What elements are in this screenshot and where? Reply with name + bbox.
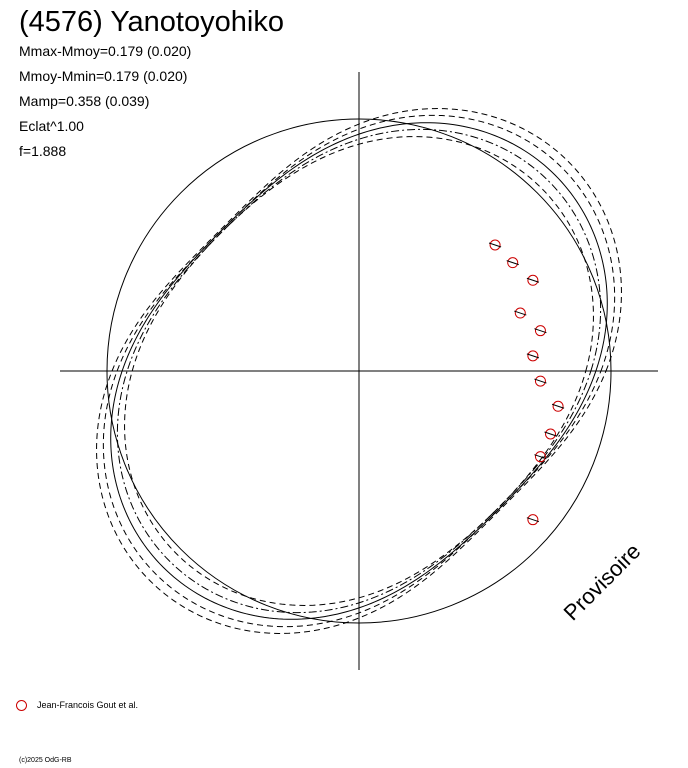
model-curves [96, 108, 622, 634]
legend-circle-icon [16, 699, 27, 711]
axes [60, 72, 658, 670]
stat-mamp: Mamp=0.358 (0.039) [19, 93, 150, 109]
legend-label: Jean-Francois Gout et al. [37, 700, 139, 710]
observation-point-11 [526, 514, 540, 526]
observation-points [488, 239, 565, 526]
observation-point-4 [514, 307, 527, 319]
stat-mmax-mmoy: Mmax-Mmoy=0.179 (0.020) [19, 43, 192, 59]
stat-frequency: f=1.888 [19, 143, 67, 159]
observation-point-6 [526, 350, 540, 362]
observation-point-7 [534, 375, 547, 387]
observation-point-2 [506, 257, 519, 269]
copyright: (c)2025 OdG-RB [19, 757, 72, 764]
reference-circle [106, 118, 612, 624]
chart-title: (4576) Yanotoyohiko [19, 6, 284, 38]
legend: Jean-Francois Gout et al. [16, 698, 138, 712]
stat-eclat: Eclat^1.00 [19, 118, 84, 134]
observation-point-1 [488, 239, 502, 251]
observation-point-10 [534, 451, 547, 463]
model-curve-3 [102, 114, 616, 628]
observation-point-8 [551, 400, 565, 412]
observation-point-9 [544, 428, 557, 440]
model-curve-1 [110, 122, 608, 620]
model-curve-4 [124, 136, 594, 606]
model-curve-5 [96, 108, 622, 634]
observation-point-5 [534, 325, 547, 337]
observation-point-3 [526, 274, 540, 286]
stat-mmoy-mmin: Mmoy-Mmin=0.179 (0.020) [19, 68, 188, 84]
model-curve-2 [116, 128, 602, 614]
